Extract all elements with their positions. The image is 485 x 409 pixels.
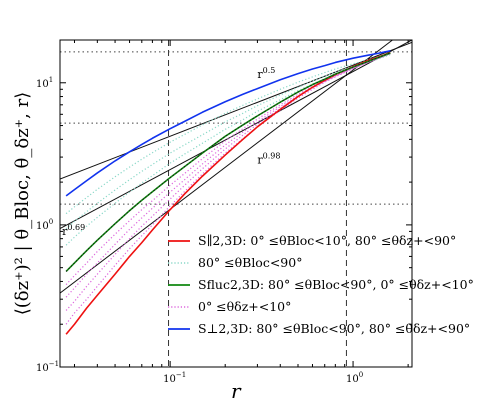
- legend-label-3: 0° ≤θδz+<10°: [198, 299, 291, 314]
- series-line-3: [65, 52, 391, 215]
- y-tick-label-1: 100: [36, 218, 53, 232]
- y-tick-label-0: 10−1: [36, 360, 59, 374]
- series-line-6: [65, 52, 391, 298]
- series-line-4: [65, 52, 391, 325]
- x-tick-label-0: 10−1: [163, 371, 186, 385]
- plot-area: r0.5 r0.98 r0.69: [59, 39, 413, 368]
- y-tick-label-2: 101: [36, 76, 53, 90]
- x-tick-label-1: 100: [346, 371, 363, 385]
- power-law-line-0: [60, 41, 412, 180]
- series-overlay-dots-8: [65, 52, 391, 272]
- power-law-annotation-1: r0.98: [257, 152, 280, 167]
- series-line-7: [65, 52, 391, 286]
- series-line-5: [65, 52, 391, 311]
- plot-frame: [59, 39, 413, 368]
- axis-ticks: 10−1 100 10−1 100 101 r ⟨(δz⁺)² | θ_Bloc, θ_δz…: [12, 39, 412, 403]
- power-law-annotation-0: r0.5: [257, 66, 275, 81]
- legend: S∥2,3D: 0° ≤θBloc<10°, 80° ≤θδz+<90° 80° …: [168, 233, 474, 336]
- legend-label-0: S∥2,3D: 0° ≤θBloc<10°, 80° ≤θδz+<90°: [198, 233, 456, 248]
- series-line-0: [65, 51, 391, 335]
- y-axis-label: ⟨(δz⁺)² | θ_Bloc, θ_δz⁺, r⟩: [12, 92, 33, 316]
- series-line-9: [65, 49, 391, 197]
- legend-label-1: 80° ≤θBloc<90°: [198, 255, 302, 270]
- legend-label-2: Sfluc2,3D: 80° ≤θBloc<90°, 0° ≤θδz+<10°: [198, 277, 474, 292]
- series-line-2: [65, 53, 391, 230]
- legend-label-4: S⊥2,3D: 80° ≤θBloc<90°, 80° ≤θδz+<90°: [198, 321, 470, 336]
- power-law-annotation-2: r0.69: [62, 223, 85, 238]
- power-law-line-2: [60, 40, 412, 230]
- x-axis-label: r: [231, 379, 242, 403]
- plot-inner: [60, 40, 412, 367]
- power-law-line-1: [60, 40, 394, 294]
